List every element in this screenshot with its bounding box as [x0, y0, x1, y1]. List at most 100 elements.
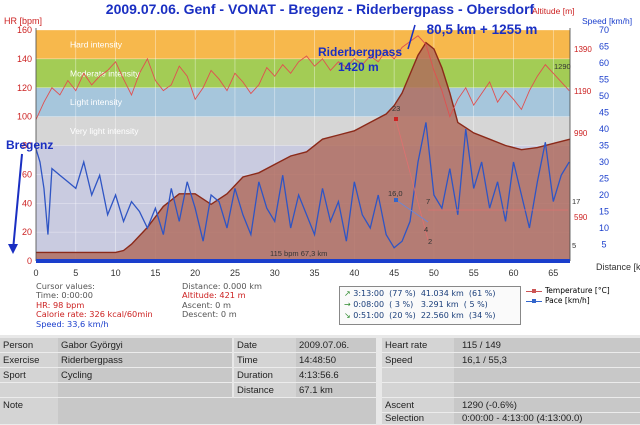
ascent-value[interactable]: 1290 (-0.6%): [454, 398, 640, 413]
marker-label-1: 16,0: [388, 189, 403, 198]
blank-value-1: [58, 383, 232, 398]
pace-marker: [394, 198, 398, 202]
x-tick-label-8: 40: [349, 268, 359, 278]
cursor-line-2: [395, 199, 429, 223]
zone-label-4: Hard intensity: [70, 39, 123, 49]
avg-hr-annotation: 115 bpm 67,3 km: [270, 249, 327, 258]
altitude-line: [36, 41, 571, 254]
hr-axis-label: HR [bpm]: [4, 16, 42, 26]
marker-label-2: 23: [392, 104, 400, 113]
exercise-details-table: Person Gabor Györgyi Date 2009.07.06. He…: [0, 335, 640, 425]
marker-label-5: 1290: [554, 62, 571, 71]
person-label: Person: [0, 338, 58, 353]
speed-value[interactable]: 16,1 / 55,3: [454, 353, 640, 368]
pace-legend-icon: [526, 298, 542, 303]
summary-up-text: 3:13:00 (77 %) 41.034 km (61 %): [353, 289, 496, 298]
altitude-area: [36, 42, 570, 261]
x-tick-label-9: 45: [389, 268, 399, 278]
x-tick-label-0: 0: [33, 268, 38, 278]
note-value[interactable]: [58, 398, 376, 425]
heart-rate-value[interactable]: 115 / 149: [454, 338, 640, 353]
heart-rate-line: [35, 35, 570, 120]
speed-tick-label-10: 55: [599, 75, 609, 85]
pass-annotation: Riderbergpass: [318, 45, 402, 59]
trend-up-icon: ↗: [344, 289, 351, 298]
zone-label-3: Moderate intensity: [70, 68, 140, 78]
x-tick-label-2: 10: [111, 268, 121, 278]
duration-label: Duration: [234, 368, 296, 383]
date-value[interactable]: 2009.07.06.: [296, 338, 376, 353]
speed-tick-label-9: 50: [599, 91, 609, 101]
time-value[interactable]: 14:48:50: [296, 353, 376, 368]
bregenz-arrowhead: [8, 244, 18, 254]
legend-temperature: Temperature [°C]: [526, 286, 610, 296]
x-tick-label-3: 15: [150, 268, 160, 278]
marker-label-3: 7: [426, 197, 430, 206]
person-value[interactable]: Gabor Györgyi: [58, 338, 232, 353]
trend-flat-icon: →: [344, 300, 351, 309]
sport-value[interactable]: Cycling: [58, 368, 232, 383]
altitude-tick-label-3: 1390: [574, 45, 592, 54]
cursor-altitude: Altitude: 421 m: [182, 290, 246, 301]
cursor-line-1: [395, 119, 429, 241]
heart-rate-label: Heart rate: [382, 338, 454, 353]
empty-value-1: [454, 368, 640, 383]
speed-tick-label-2: 15: [599, 207, 609, 217]
x-tick-label-6: 30: [270, 268, 280, 278]
zone-label-2: Light intensity: [70, 97, 123, 107]
selection-value[interactable]: 0:00:00 - 4:13:00 (4:13:00.0): [454, 413, 640, 425]
legend-pace-label: Pace [km/h]: [545, 296, 590, 305]
speed-tick-label-8: 45: [599, 108, 609, 118]
exercise-label: Exercise: [0, 353, 58, 368]
summary-row-flat: → 0:08:00 ( 3 %) 3.291 km ( 5 %): [344, 299, 488, 311]
speed-tick-label-6: 35: [599, 141, 609, 151]
cursor-values-panel: Cursor values: Time: 0:00:00 HR: 98 bpm …: [36, 281, 336, 332]
hr-tick-label-0: 0: [27, 256, 32, 266]
empty-value-2: [454, 383, 640, 398]
hr-tick-label-3: 60: [22, 169, 32, 179]
speed-tick-label-12: 65: [599, 42, 609, 52]
speed-label: Speed: [382, 353, 454, 368]
marker-label-8: 4: [424, 225, 428, 234]
note-label: Note: [0, 398, 58, 425]
baseline-bar: [36, 259, 570, 263]
hr-tick-label-1: 20: [22, 227, 32, 237]
speed-tick-label-13: 70: [599, 25, 609, 35]
exercise-value[interactable]: Riderbergpass: [58, 353, 232, 368]
selection-label: Selection: [382, 413, 454, 425]
summary-row-down: ↘ 0:51:00 (20 %) 22.560 km (34 %): [344, 310, 495, 322]
temperature-marker: [394, 117, 398, 121]
cursor-hr: HR: 98 bpm: [36, 299, 85, 310]
altitude-axis-label: Altitude [m]: [532, 6, 575, 16]
date-label: Date: [234, 338, 296, 353]
ascent-label: Ascent: [382, 398, 454, 413]
temperature-legend-icon: [526, 288, 542, 293]
x-tick-label-13: 65: [548, 268, 558, 278]
x-tick-label-1: 5: [73, 268, 78, 278]
marker-label-4: 2: [428, 237, 432, 246]
x-tick-label-10: 50: [429, 268, 439, 278]
time-label: Time: [234, 353, 296, 368]
speed-tick-label-4: 25: [599, 174, 609, 184]
x-tick-label-11: 55: [469, 268, 479, 278]
duration-value[interactable]: 4:13:56.6: [296, 368, 376, 383]
zone-band-4: [36, 30, 570, 59]
hr-tick-label-6: 120: [17, 83, 32, 93]
marker-label-7: 5: [572, 241, 576, 250]
cursor-calorie: Calorie rate: 326 kcal/60min: [36, 309, 153, 320]
distance-axis-label: Distance [km]: [596, 262, 640, 272]
zone-label-1: Very light intensity: [70, 126, 139, 136]
summary-row-up: ↗ 3:13:00 (77 %) 41.034 km (61 %): [344, 288, 495, 300]
speed-tick-label-3: 20: [599, 190, 609, 200]
altitude-tick-label-0: 590: [574, 213, 588, 222]
distance-value[interactable]: 67.1 km: [296, 383, 376, 398]
cursor-time: Time: 0:00:00: [36, 290, 93, 301]
hr-tick-label-7: 140: [17, 54, 32, 64]
cursor-ascent: Ascent: 0 m: [182, 299, 231, 310]
x-tick-label-5: 25: [230, 268, 240, 278]
legend: Temperature [°C] Pace [km/h]: [526, 286, 638, 306]
chart-title: 2009.07.06. Genf - VONAT - Bregenz - Rid…: [106, 1, 535, 17]
chart-subtitle: 80,5 km + 1255 m: [427, 22, 538, 37]
legend-temperature-label: Temperature [°C]: [545, 286, 610, 295]
intensity-summary-panel: ↗ 3:13:00 (77 %) 41.034 km (61 %) → 0:08…: [339, 286, 521, 325]
